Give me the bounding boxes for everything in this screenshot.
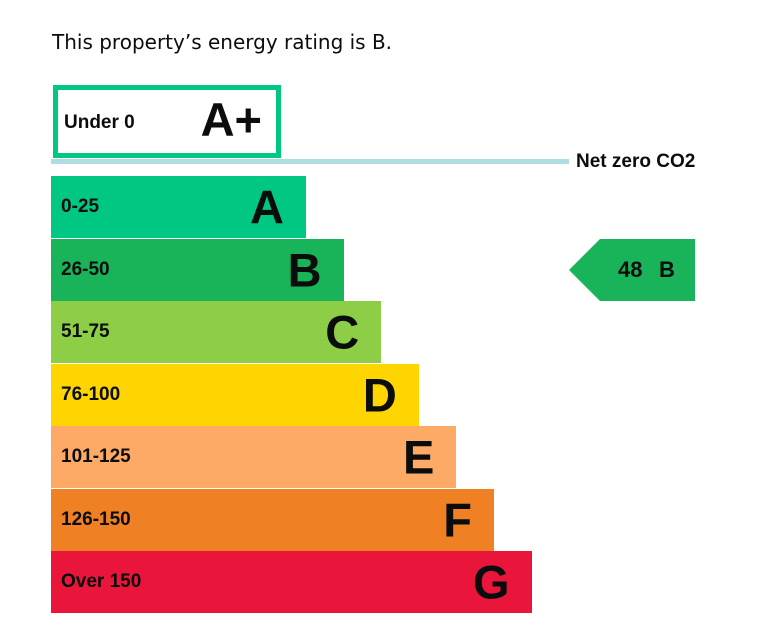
current-rating-letter: B — [659, 256, 675, 282]
band-e: 101-125 E — [51, 426, 457, 488]
band-letter: D — [362, 368, 397, 421]
band-letter: E — [403, 430, 435, 484]
band-range: Under 0 — [64, 112, 135, 133]
band-a: 0-25 A — [51, 176, 306, 238]
band-letter: B — [287, 243, 322, 296]
band-letter: A+ — [200, 93, 262, 146]
band-f: 126-150 F — [51, 488, 494, 551]
net-zero-line — [51, 159, 569, 164]
band-range: 26-50 — [61, 258, 110, 280]
band-range: 76-100 — [61, 383, 121, 405]
band-range: 51-75 — [61, 321, 110, 342]
current-rating-arrow — [569, 238, 695, 301]
band-b: 26-50 B — [51, 238, 344, 301]
band-letter: A — [250, 180, 284, 234]
band-letter: C — [325, 305, 360, 359]
band-letter: F — [443, 493, 472, 546]
band-g: Over 150 G — [51, 551, 532, 613]
band-d: 76-100 D — [51, 363, 419, 426]
band-range: 0-25 — [61, 196, 100, 217]
band-c: 51-75 C — [51, 301, 382, 363]
band-range: Over 150 — [61, 571, 142, 592]
rating-summary: This property’s energy rating is B. — [52, 30, 393, 54]
band-letter: G — [473, 555, 510, 609]
current-rating-marker: 48 B — [569, 238, 695, 301]
current-rating-value: 48 — [618, 256, 643, 282]
band-aplus: Under 0 A+ — [53, 85, 281, 158]
band-range: 101-125 — [61, 446, 131, 467]
arrow-shape — [569, 238, 695, 301]
band-range: 126-150 — [61, 508, 131, 530]
net-zero-label: Net zero CO2 — [576, 151, 696, 172]
